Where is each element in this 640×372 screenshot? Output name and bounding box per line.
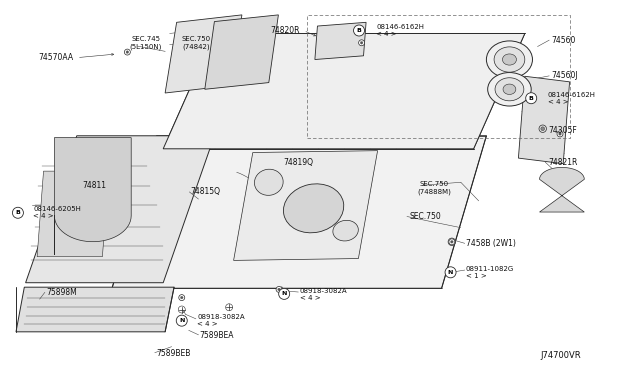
Ellipse shape <box>255 169 283 195</box>
Polygon shape <box>518 76 570 164</box>
Text: SEC.750
(74842): SEC.750 (74842) <box>181 36 211 49</box>
Circle shape <box>360 41 363 44</box>
Text: N: N <box>282 291 287 296</box>
Circle shape <box>180 296 183 299</box>
Circle shape <box>448 238 456 246</box>
Circle shape <box>525 93 537 104</box>
Circle shape <box>557 131 563 137</box>
Text: 74305F: 74305F <box>548 126 577 135</box>
Text: 7589BEB: 7589BEB <box>156 349 191 358</box>
Text: 74570AA: 74570AA <box>38 53 74 62</box>
Text: B: B <box>529 96 534 101</box>
Circle shape <box>445 267 456 278</box>
Circle shape <box>276 286 282 292</box>
Polygon shape <box>112 136 486 288</box>
Text: 74820R: 74820R <box>270 26 300 35</box>
Circle shape <box>124 49 131 55</box>
Text: 08911-1082G
< 1 >: 08911-1082G < 1 > <box>466 266 514 279</box>
Text: 08918-3082A
< 4 >: 08918-3082A < 4 > <box>197 314 244 327</box>
Text: SEC.750
(74888M): SEC.750 (74888M) <box>417 182 451 195</box>
Text: 7589BEA: 7589BEA <box>200 331 234 340</box>
Polygon shape <box>16 287 174 332</box>
Text: SEC.750: SEC.750 <box>410 212 442 221</box>
Circle shape <box>278 288 290 299</box>
Ellipse shape <box>284 184 344 233</box>
Text: 7458B (2W1): 7458B (2W1) <box>466 239 516 248</box>
Polygon shape <box>54 138 131 255</box>
Text: 75898M: 75898M <box>46 288 77 297</box>
Circle shape <box>559 132 561 135</box>
Text: 74815Q: 74815Q <box>191 187 221 196</box>
Circle shape <box>451 240 453 243</box>
Circle shape <box>358 40 365 46</box>
Polygon shape <box>165 15 242 93</box>
Circle shape <box>541 127 545 131</box>
Polygon shape <box>205 15 278 89</box>
Text: N: N <box>448 270 453 275</box>
Text: B: B <box>356 28 362 33</box>
Text: N: N <box>179 318 184 323</box>
Text: SEC.745
(5L150N): SEC.745 (5L150N) <box>130 36 162 49</box>
Circle shape <box>450 240 454 244</box>
Ellipse shape <box>486 41 532 78</box>
Ellipse shape <box>494 47 525 72</box>
Circle shape <box>539 125 547 132</box>
Text: J74700VR: J74700VR <box>541 351 581 360</box>
Text: 74811: 74811 <box>82 181 106 190</box>
Ellipse shape <box>502 54 516 65</box>
Circle shape <box>278 288 280 291</box>
Text: 08146-6162H
< 4 >: 08146-6162H < 4 > <box>548 92 596 105</box>
Ellipse shape <box>488 73 531 106</box>
Circle shape <box>353 25 365 36</box>
Polygon shape <box>540 167 584 212</box>
Circle shape <box>126 51 129 54</box>
Ellipse shape <box>495 78 524 101</box>
Text: B: B <box>15 210 20 215</box>
Text: 08146-6205H
< 4 >: 08146-6205H < 4 > <box>33 206 81 219</box>
Circle shape <box>179 295 185 301</box>
Text: 74819Q: 74819Q <box>283 158 313 167</box>
Circle shape <box>12 207 24 218</box>
Polygon shape <box>234 151 378 260</box>
Text: 74560J: 74560J <box>552 71 579 80</box>
Polygon shape <box>26 136 214 283</box>
Text: 74821R: 74821R <box>548 158 577 167</box>
Text: 74560: 74560 <box>552 36 576 45</box>
Ellipse shape <box>503 84 516 94</box>
Polygon shape <box>163 33 525 149</box>
Polygon shape <box>315 22 366 60</box>
Circle shape <box>449 239 455 245</box>
Text: 08146-6162H
< 4 >: 08146-6162H < 4 > <box>376 24 424 37</box>
Polygon shape <box>37 171 109 257</box>
Ellipse shape <box>333 220 358 241</box>
Text: 08918-3082A
< 4 >: 08918-3082A < 4 > <box>300 288 347 301</box>
Circle shape <box>176 315 188 326</box>
